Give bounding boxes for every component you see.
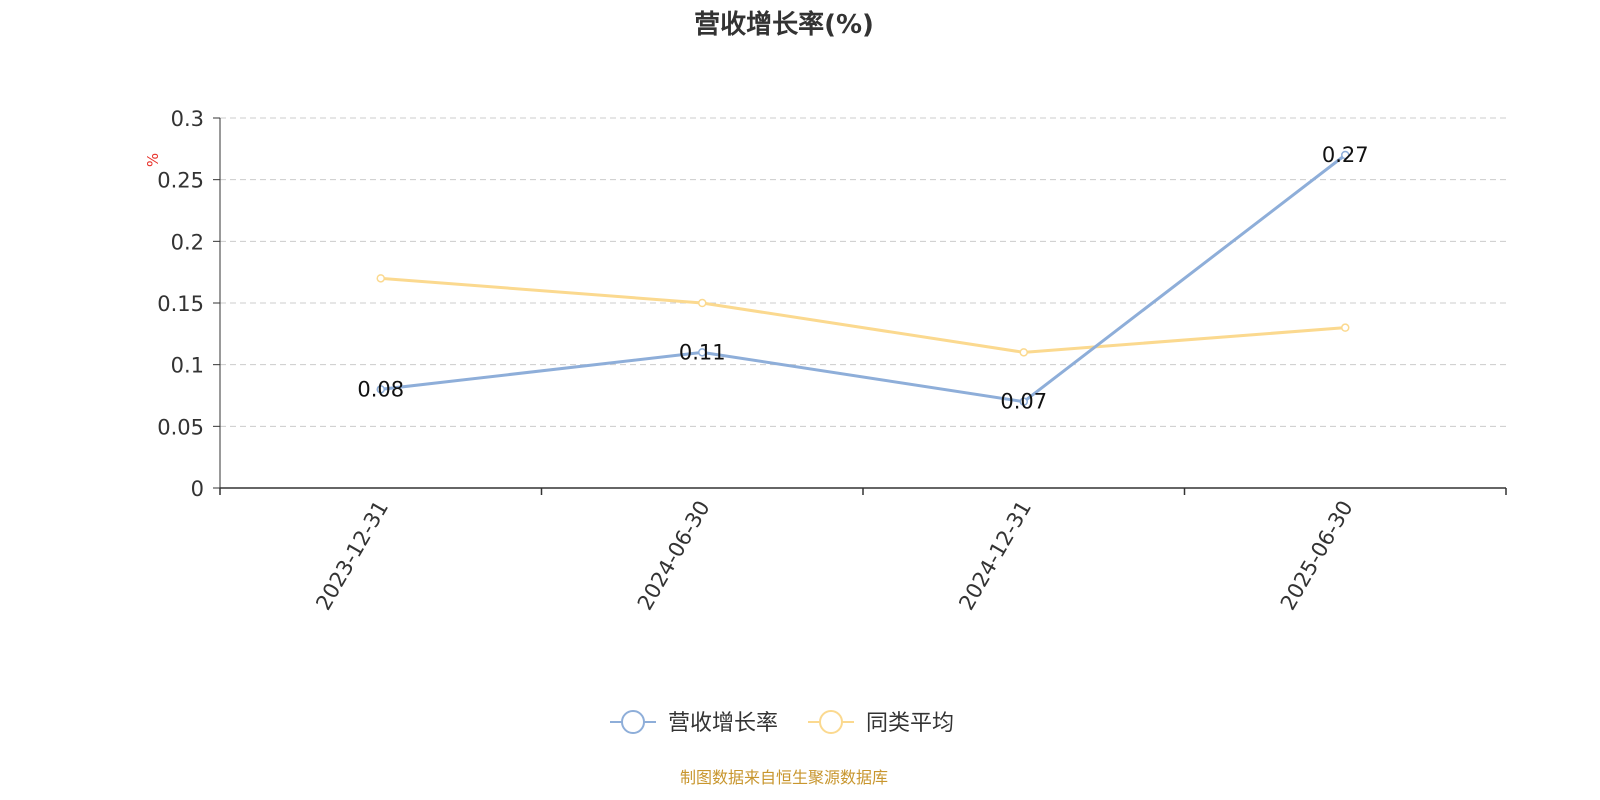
- legend-marker: [819, 710, 843, 734]
- data-point: [1019, 397, 1028, 406]
- y-tick-label: 0.25: [157, 169, 204, 193]
- legend-item-revenue-growth[interactable]: 营收增长率: [610, 710, 778, 736]
- legend-label: 营收增长率: [668, 711, 778, 736]
- data-point: [698, 298, 707, 308]
- data-label: 0.07: [1000, 390, 1047, 414]
- x-tick-label: 2024-06-30: [633, 497, 715, 615]
- legend-label: 同类平均: [866, 711, 954, 736]
- series-line-peer-average: [380, 276, 1346, 354]
- source-note: 制图数据来自恒生聚源数据库: [679, 768, 888, 787]
- x-tick-label: 2025-06-30: [1276, 497, 1358, 615]
- y-tick-label: 0.05: [157, 415, 204, 439]
- data-point: [376, 385, 385, 394]
- data-point: [1341, 150, 1350, 160]
- y-tick-label: 0.3: [171, 107, 204, 131]
- y-tick-label: 0.2: [171, 230, 204, 254]
- data-point: [1341, 323, 1350, 332]
- x-tick-label: 2024-12-31: [954, 497, 1036, 615]
- y-tick-label: 0.15: [157, 292, 204, 316]
- data-label: 0.27: [1322, 143, 1369, 167]
- data-point: [698, 348, 707, 357]
- y-tick-label: 0.1: [171, 354, 204, 378]
- x-tick-label: 2023-12-31: [311, 497, 393, 615]
- data-label: 0.08: [357, 377, 404, 401]
- y-axis-ticks: 0 0.05 0.1 0.15 0.2 0.25 0.3: [157, 107, 220, 501]
- legend-item-peer-average[interactable]: 同类平均: [808, 710, 954, 736]
- data-point: [1019, 348, 1028, 357]
- grid-lines: [220, 117, 1506, 427]
- legend-marker: [621, 710, 645, 734]
- data-label: 0.11: [679, 340, 726, 364]
- x-axis-ticks: 2023-12-31 2024-06-30 2024-12-31 2025-06-30: [219, 488, 1507, 615]
- data-labels: 0.08 0.11 0.07 0.27: [357, 143, 1368, 414]
- data-point: [376, 274, 385, 283]
- y-axis-unit-label: %: [144, 153, 162, 167]
- chart-title: 营收增长率(%): [694, 10, 874, 40]
- y-tick-label: 0: [191, 477, 204, 501]
- series-line-revenue-growth: [380, 153, 1347, 404]
- series: [376, 150, 1350, 406]
- legend[interactable]: 营收增长率 同类平均: [610, 710, 954, 736]
